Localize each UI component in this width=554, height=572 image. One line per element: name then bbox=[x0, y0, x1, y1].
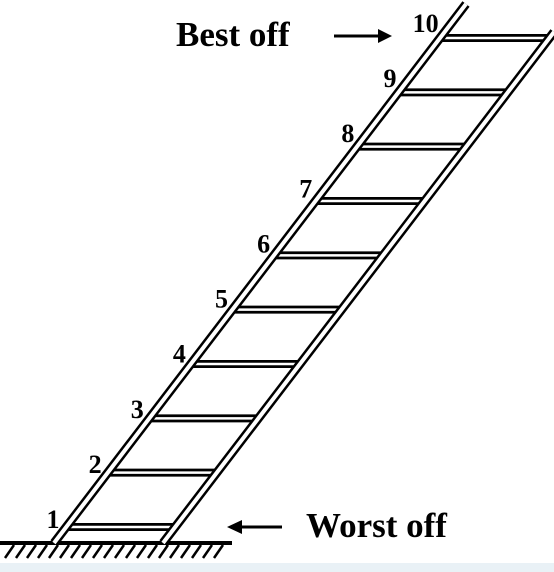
ground-hatch-mark bbox=[91, 544, 104, 559]
ground-hatch-mark bbox=[47, 544, 60, 559]
ground-hatch-mark bbox=[146, 544, 159, 559]
ground-hatch-mark bbox=[157, 544, 170, 559]
step-number-1: 1 bbox=[46, 505, 59, 534]
ground-hatch-mark bbox=[69, 544, 82, 559]
best-off-label: Best off bbox=[176, 15, 290, 54]
step-number-8: 8 bbox=[341, 119, 354, 148]
step-number-3: 3 bbox=[131, 395, 144, 424]
ground-hatch-mark bbox=[190, 544, 203, 559]
step-number-4: 4 bbox=[173, 340, 186, 369]
step-number-9: 9 bbox=[383, 64, 396, 93]
step-number-10: 10 bbox=[413, 9, 439, 38]
ground-hatch-mark bbox=[124, 544, 137, 559]
ground-hatch-mark bbox=[168, 544, 181, 559]
ground-hatching bbox=[3, 544, 225, 559]
ground-hatch-mark bbox=[179, 544, 192, 559]
ground-hatch-mark bbox=[58, 544, 71, 559]
ground-hatch-mark bbox=[135, 544, 148, 559]
step-number-7: 7 bbox=[299, 174, 312, 203]
ground-hatch-mark bbox=[3, 544, 16, 559]
left-rail-inner bbox=[52, 2, 468, 545]
worst-off-arrow-icon bbox=[227, 520, 282, 534]
right-rail-inner bbox=[161, 30, 554, 545]
ground bbox=[0, 541, 232, 559]
ground-hatch-mark bbox=[201, 544, 214, 559]
ladder-rails bbox=[50, 1, 554, 546]
step-number-2: 2 bbox=[89, 450, 102, 479]
ground-hatch-mark bbox=[113, 544, 126, 559]
step-number-5: 5 bbox=[215, 285, 228, 314]
ground-hatch-mark bbox=[14, 544, 27, 559]
ground-hatch-mark bbox=[80, 544, 93, 559]
ground-hatch-mark bbox=[212, 544, 225, 559]
worst-off-label: Worst off bbox=[306, 506, 447, 545]
ladder-rungs bbox=[66, 34, 550, 531]
ground-hatch-mark bbox=[102, 544, 115, 559]
ground-hatch-mark bbox=[25, 544, 38, 559]
bottom-strip bbox=[0, 563, 554, 572]
ground-hatch-mark bbox=[36, 544, 49, 559]
step-number-6: 6 bbox=[257, 229, 270, 258]
best-off-arrow-icon bbox=[334, 29, 392, 43]
